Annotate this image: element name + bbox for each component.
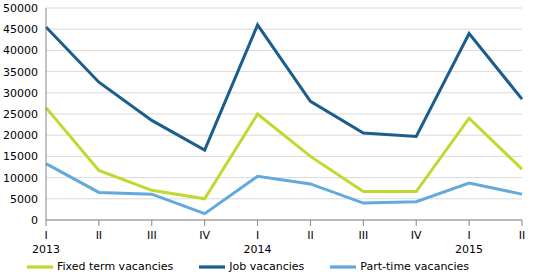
svg-text:5000: 5000 [10, 193, 38, 206]
svg-text:I: I [256, 229, 259, 242]
svg-text:2015: 2015 [455, 243, 483, 256]
html-text:Job vacancies: Job vacancies [229, 260, 305, 273]
svg-text:II: II [307, 229, 314, 242]
svg-text:2014: 2014 [244, 243, 272, 256]
svg-text:0: 0 [31, 214, 38, 227]
svg-text:I: I [467, 229, 470, 242]
html-text:Fixed term vacancies: Fixed term vacancies [57, 260, 174, 273]
html-text:Part-time vacancies: Part-time vacancies [360, 260, 469, 273]
svg-text:25000: 25000 [8, 108, 38, 121]
svg-text:III: III [147, 229, 157, 242]
svg-text:45000: 45000 [8, 23, 38, 36]
svg-text:I: I [44, 229, 47, 242]
svg-text:2013: 2013 [32, 243, 60, 256]
svg-text:30000: 30000 [8, 87, 38, 100]
svg-text:50000: 50000 [8, 2, 38, 15]
svg-text:35000: 35000 [8, 66, 38, 79]
svg-text:II: II [519, 229, 526, 242]
svg-text:40000: 40000 [8, 44, 38, 57]
svg-text:20000: 20000 [8, 129, 38, 142]
svg-text:10000: 10000 [8, 172, 38, 185]
svg-text:III: III [358, 229, 368, 242]
svg-text:IV: IV [199, 229, 210, 242]
svg-text:II: II [96, 229, 103, 242]
svg-text:15000: 15000 [8, 150, 38, 163]
svg-text:IV: IV [411, 229, 422, 242]
